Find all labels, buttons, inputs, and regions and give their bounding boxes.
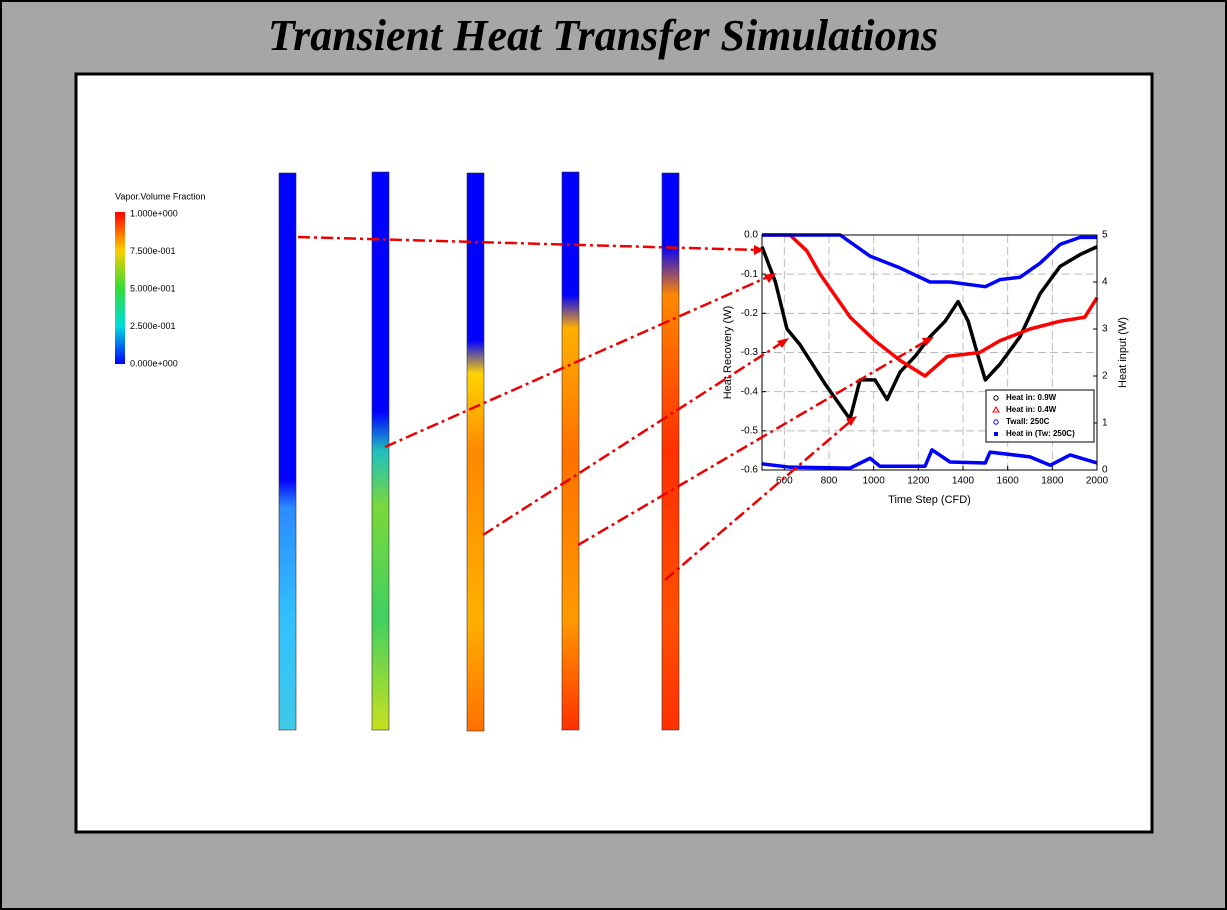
plot-frame [761, 234, 1098, 471]
arrow-head [922, 337, 934, 346]
legend-marker [994, 432, 998, 436]
y-tick-label: -0.2 [741, 308, 759, 319]
colorbar-title: Vapor.Volume Fraction [115, 191, 205, 201]
y-tick-label: -0.3 [741, 347, 759, 358]
arrow-head [777, 338, 789, 348]
colorbar-tick-label: 5.000e-001 [130, 283, 176, 293]
y-tick-label: -0.5 [741, 425, 759, 436]
y-tick-label: -0.6 [741, 465, 759, 476]
legend-label: Heat in (Tw: 250C) [1006, 429, 1075, 438]
column-3 [466, 172, 485, 732]
x-tick-label: 1400 [952, 476, 975, 487]
colorbar-tick-label: 1.000e+000 [130, 208, 178, 218]
x-tick-label: 600 [776, 476, 793, 487]
y-tick-label: -0.4 [741, 386, 759, 397]
colorbar-tick-label: 0.000e+000 [130, 358, 178, 368]
x-tick-label: 1600 [997, 476, 1020, 487]
series-line [760, 245, 1098, 421]
arrow-head [764, 273, 776, 283]
y2-tick-label: 2 [1102, 371, 1108, 382]
arrow-heads [754, 245, 934, 426]
arrow-head [754, 245, 764, 255]
x-axis-label: Time Step (CFD) [888, 494, 971, 506]
arrows [297, 235, 929, 581]
column-4 [561, 171, 580, 731]
colorbar-tick-label: 7.500e-001 [130, 246, 176, 256]
x-tick-label: 1200 [907, 476, 930, 487]
series-line [762, 233, 1099, 378]
legend: Heat in: 0.9W Heat in: 0.4W Twall: 250C Hea… [985, 389, 1095, 443]
legend-label: Twall: 250C [1006, 417, 1050, 426]
y2-tick-label: 0 [1102, 465, 1108, 476]
arrow [482, 340, 784, 537]
simulation-columns [278, 171, 680, 732]
legend-marker [993, 419, 999, 425]
y2-tick-label: 5 [1102, 230, 1108, 241]
x-tick-label: 2000 [1086, 476, 1109, 487]
arrow [384, 274, 771, 449]
legend-marker [992, 406, 1000, 413]
arrow [297, 235, 759, 252]
chart: 600 800 1000 1200 1400 1600 1800 2000 0.0 -0.1 -0.… [722, 230, 1129, 506]
x-tick-label: 1800 [1041, 476, 1064, 487]
colorbar-tick-label: 2.500e-001 [130, 321, 176, 331]
slide-title: Transient Heat Transfer Simulations [268, 11, 938, 60]
legend-label: Heat in: 0.9W [1006, 393, 1057, 402]
series-line [762, 233, 1097, 289]
legend-marker [993, 395, 999, 401]
y2-tick-label: 3 [1102, 324, 1108, 335]
legend-label: Heat in: 0.4W [1006, 405, 1057, 414]
y2-tick-label: 1 [1102, 418, 1108, 429]
arrow [664, 419, 853, 581]
content-panel [74, 72, 1154, 834]
y2-axis-label: Heat input (W) [1117, 317, 1129, 388]
x-tick-label: 800 [821, 476, 838, 487]
column-2 [371, 171, 390, 731]
series-line [761, 448, 1098, 470]
y-axis-label: Heat Recovery (W) [722, 306, 734, 400]
column-5 [661, 172, 680, 731]
colorbar-ticks: 1.000e+000 7.500e-001 5.000e-001 2.500e-001… [130, 208, 178, 368]
y-tick-label: 0.0 [744, 230, 758, 241]
colorbar [115, 212, 125, 364]
arrow [577, 338, 929, 547]
column-1 [278, 172, 297, 731]
y2-tick-label: 4 [1102, 277, 1108, 288]
x-tick-label: 1000 [863, 476, 886, 487]
y-tick-label: -0.1 [741, 269, 759, 280]
legend-box [985, 389, 1095, 443]
arrow-head [846, 416, 857, 426]
